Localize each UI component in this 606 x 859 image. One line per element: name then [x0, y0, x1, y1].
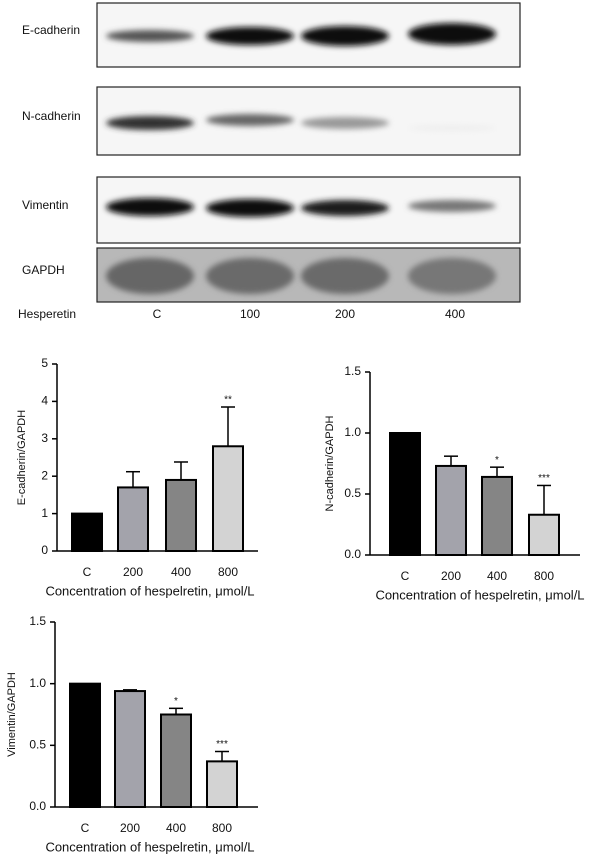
y-tick-label: 1.5: [344, 364, 361, 378]
blot-band: [408, 125, 496, 131]
bar: [528, 513, 560, 556]
y-tick-label: 0: [41, 543, 48, 557]
blot-band: [106, 258, 194, 294]
blot-band: [106, 30, 194, 42]
y-axis-title: E-cadherin/GAPDH: [16, 410, 28, 505]
y-axis-title: N-cadherin/GAPDH: [324, 415, 336, 511]
blot-band: [206, 27, 294, 45]
blot-band: [301, 117, 389, 129]
y-tick-label: 1.5: [29, 614, 46, 628]
x-axis-title: Concentration of hespelretin, μmol/L: [375, 587, 584, 602]
significance: *: [495, 455, 499, 466]
y-tick-label: 0.0: [29, 799, 46, 813]
significance: *: [174, 696, 178, 707]
y-tick-label: 5: [41, 356, 48, 370]
x-tick-label: C: [81, 821, 90, 835]
blot-band: [206, 258, 294, 294]
y-tick-label: 2: [41, 468, 48, 482]
y-tick-label: 1: [41, 506, 48, 520]
blot-lane-title: Hesperetin: [18, 307, 76, 321]
x-tick-label: 400: [487, 569, 507, 583]
y-tick-label: 1.0: [29, 676, 46, 690]
bar: [435, 464, 467, 556]
bar: [389, 432, 421, 556]
blot-band: [206, 199, 294, 217]
bar: [160, 713, 192, 808]
bar: [114, 690, 146, 808]
x-tick-label: 400: [166, 821, 186, 835]
x-axis-title: Concentration of hespelretin, μmol/L: [45, 839, 254, 854]
y-tick-label: 4: [41, 394, 48, 408]
blot-band: [408, 258, 496, 294]
x-tick-label: 400: [171, 565, 191, 579]
blot-lane-label: 100: [240, 307, 260, 321]
significance: ***: [216, 739, 228, 750]
x-tick-label: 200: [123, 565, 143, 579]
y-tick-label: 0.5: [344, 486, 361, 500]
bar: [206, 760, 238, 808]
bar: [481, 475, 513, 557]
x-tick-label: C: [401, 569, 410, 583]
x-tick-label: 200: [441, 569, 461, 583]
significance: ***: [538, 473, 550, 484]
blot-band: [408, 23, 496, 45]
bar: [165, 478, 197, 552]
x-axis-title: Concentration of hespelretin, μmol/L: [45, 583, 254, 598]
y-tick-label: 3: [41, 431, 48, 445]
bar: [117, 486, 149, 553]
blot-lane-label: C: [153, 307, 162, 321]
blot-band: [206, 114, 294, 126]
x-tick-label: 200: [120, 821, 140, 835]
blot-band: [301, 258, 389, 294]
x-tick-label: 800: [212, 821, 232, 835]
blot-lane-label: 200: [335, 307, 355, 321]
bar: [69, 682, 101, 809]
y-tick-label: 0.0: [344, 547, 361, 561]
bar: [71, 512, 103, 552]
significance: **: [224, 395, 232, 406]
blot-lane-label: 400: [445, 307, 465, 321]
blot-band: [408, 200, 496, 212]
blot-row-label: Vimentin: [22, 198, 68, 212]
bar: [212, 445, 244, 552]
blot-band: [106, 116, 194, 130]
blot-band: [301, 200, 389, 216]
y-tick-label: 0.5: [29, 738, 46, 752]
blot-band: [301, 26, 389, 46]
x-tick-label: 800: [534, 569, 554, 583]
blot-row-label: E-cadherin: [22, 23, 80, 37]
blot-row-label: N-cadherin: [22, 109, 81, 123]
x-tick-label: 800: [218, 565, 238, 579]
y-tick-label: 1.0: [344, 425, 361, 439]
y-axis-title: Vimentin/GAPDH: [6, 672, 18, 757]
x-tick-label: C: [83, 565, 92, 579]
blot-band: [106, 198, 194, 216]
blot-row-label: GAPDH: [22, 263, 65, 277]
